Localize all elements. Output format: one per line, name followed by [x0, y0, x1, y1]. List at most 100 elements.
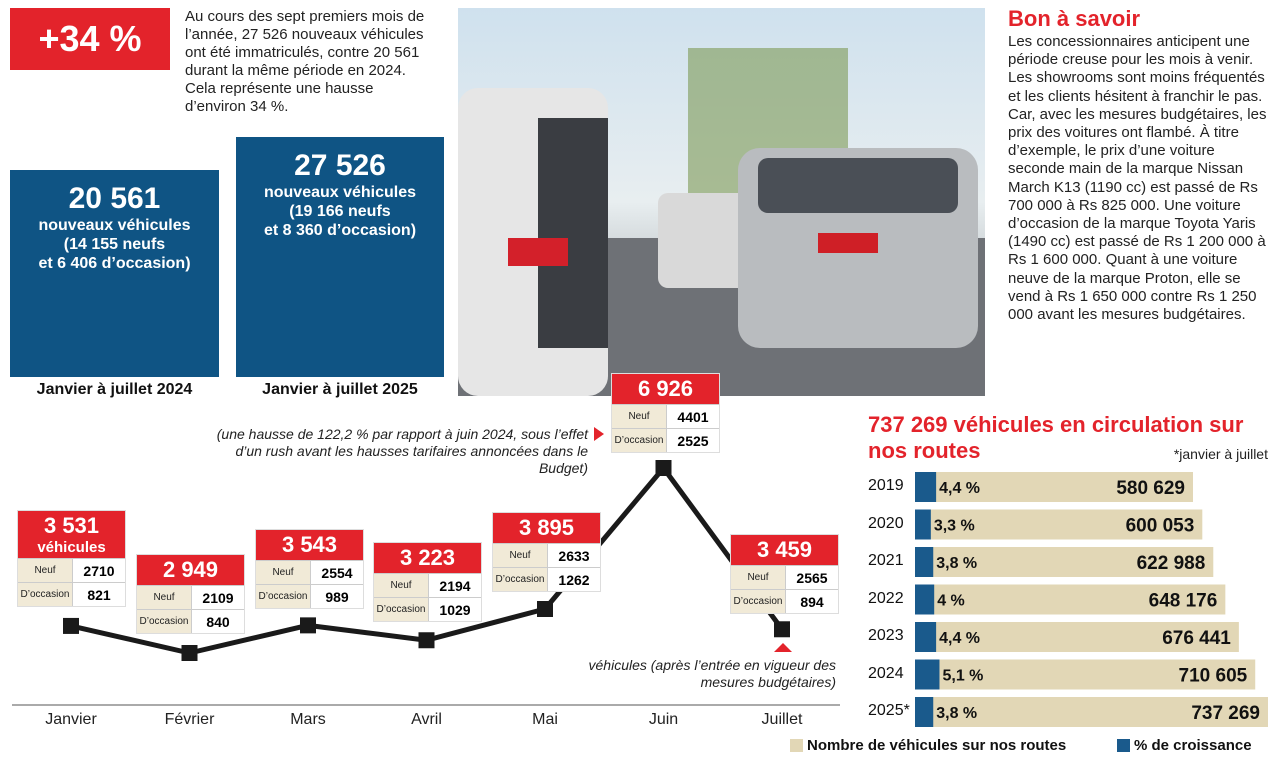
period-line: (19 166 neufs — [289, 203, 391, 220]
x-tick-label: Mars — [290, 711, 326, 728]
value-header: 3 531 véhicules — [18, 511, 125, 558]
bar-chart-title: 737 269 véhicules en circulation sur nos… — [868, 412, 1244, 463]
breakdown-name: Neuf — [628, 411, 650, 422]
period-line: nouveaux véhicules — [38, 217, 191, 234]
period-line: nouveaux véhicules — [263, 184, 417, 201]
value-box: 3 223 Neuf 2194 D’occasion 1029 — [374, 543, 481, 621]
growth-bar — [915, 472, 937, 502]
growth-bar — [915, 547, 934, 577]
growth-bar — [915, 622, 937, 652]
y-tick-label: 2019 — [868, 477, 904, 494]
legend-item: % de croissance — [1117, 737, 1252, 754]
growth-bar — [915, 659, 940, 690]
legend-item: Nombre de véhicules sur nos routes — [790, 737, 1066, 754]
period-line: et 6 406 d’occasion) — [38, 255, 191, 272]
breakdown-value: 2194 — [428, 574, 481, 597]
value-label: 3 459 — [756, 537, 813, 562]
bar — [915, 547, 1214, 577]
breakdown-value: 4401 — [666, 405, 719, 428]
period-line: et 8 360 d’occasion) — [263, 222, 417, 239]
breakdown-row: Neuf 2710 — [18, 558, 125, 582]
growth-label: 4,4 % — [939, 480, 980, 497]
breakdown-row: D’occasion 840 — [137, 609, 244, 633]
value-box: 3 895 Neuf 2633 D’occasion 1262 — [493, 513, 600, 591]
x-tick-label: Février — [164, 711, 215, 728]
y-tick-label: 2024 — [868, 664, 904, 682]
y-tick-label: 2023 — [868, 627, 904, 644]
point — [300, 617, 316, 634]
point — [774, 621, 790, 638]
breakdown-name: D’occasion — [139, 616, 189, 627]
breakdown-row: D’occasion 989 — [256, 584, 363, 608]
value-label: 3 895 — [518, 515, 575, 540]
breakdown-row: Neuf 2554 — [256, 560, 363, 584]
period-box: 20 561 nouveaux véhicules (14 155 neufs … — [10, 170, 219, 377]
value-box: 3 459 Neuf 2565 D’occasion 894 — [731, 535, 838, 613]
growth-bar — [915, 509, 931, 540]
breakdown-row: Neuf 2633 — [493, 543, 600, 567]
breakdown-value: 2565 — [785, 566, 838, 589]
growth-label: 3,3 % — [934, 518, 975, 535]
breakdown-value: 2633 — [547, 544, 600, 567]
line-chart — [12, 460, 840, 706]
point — [63, 617, 79, 634]
growth-label: 5,1 % — [942, 668, 983, 685]
x-tick-label: Avril — [411, 711, 442, 728]
bar — [915, 659, 1256, 690]
legend-swatch — [790, 739, 803, 752]
breakdown-value: 894 — [785, 590, 838, 613]
period-total: 27 526 — [294, 149, 386, 182]
breakdown-name: Neuf — [747, 572, 769, 583]
breakdown-row: D’occasion 2525 — [612, 428, 719, 452]
y-tick-label: 2021 — [868, 552, 904, 569]
badge: +34 % — [10, 8, 170, 70]
breakdown-name: D’occasion — [614, 435, 664, 446]
legend-swatch — [1117, 739, 1130, 752]
breakdown-value: 2109 — [191, 586, 244, 609]
point — [655, 460, 672, 476]
breakdown-value: 2525 — [666, 429, 719, 452]
value-label: 3 531 — [43, 513, 100, 538]
breakdown-name: D’occasion — [495, 574, 545, 585]
y-tick-label: 2025* — [868, 702, 910, 719]
value-header: 3 459 — [731, 535, 838, 565]
growth-label: 4 % — [937, 593, 965, 610]
breakdown-row: D’occasion 1029 — [374, 597, 481, 621]
point — [537, 600, 553, 617]
value-label: 600 053 — [1126, 516, 1195, 537]
growth-label: 3,8 % — [936, 555, 977, 572]
breakdown-value: 1262 — [547, 568, 600, 591]
value-label: 676 441 — [1162, 628, 1231, 649]
breakdown-row: D’occasion 821 — [18, 582, 125, 606]
breakdown-name: D’occasion — [376, 604, 426, 615]
x-tick-label: Juin — [648, 711, 679, 728]
x-tick-label: Mai — [532, 711, 558, 728]
period-box: 27 526 nouveaux véhicules (19 166 neufs … — [236, 137, 444, 377]
breakdown-name: D’occasion — [258, 591, 308, 602]
breakdown-value: 2710 — [72, 559, 125, 582]
legend-label: Nombre de véhicules sur nos routes — [807, 737, 1067, 754]
value-label: 2 949 — [162, 557, 219, 582]
breakdown-value: 1029 — [428, 598, 481, 621]
sidebar-text: Les concessionnaires anticipent une péri… — [1008, 33, 1267, 324]
value-label: 648 176 — [1149, 591, 1218, 612]
value-label: 580 629 — [1116, 478, 1185, 499]
value-header: 3 223 — [374, 543, 481, 573]
breakdown-row: D’occasion 894 — [731, 589, 838, 613]
breakdown-name: Neuf — [272, 567, 294, 578]
y-tick-label: 2020 — [868, 514, 904, 532]
breakdown-row: Neuf 4401 — [612, 404, 719, 428]
traffic-photo — [458, 8, 985, 396]
value-label: 3 543 — [281, 532, 338, 557]
y-tick-label: 2022 — [868, 589, 904, 607]
breakdown-name: D’occasion — [733, 596, 783, 607]
legend-label: % de croissance — [1134, 737, 1252, 754]
breakdown-value: 821 — [72, 583, 125, 606]
breakdown-row: Neuf 2565 — [731, 565, 838, 589]
bar — [915, 509, 1203, 540]
bar — [915, 472, 1194, 502]
period-total: 20 561 — [68, 182, 161, 215]
breakdown-name: Neuf — [34, 565, 56, 576]
value-label: 6 926 — [637, 376, 694, 401]
